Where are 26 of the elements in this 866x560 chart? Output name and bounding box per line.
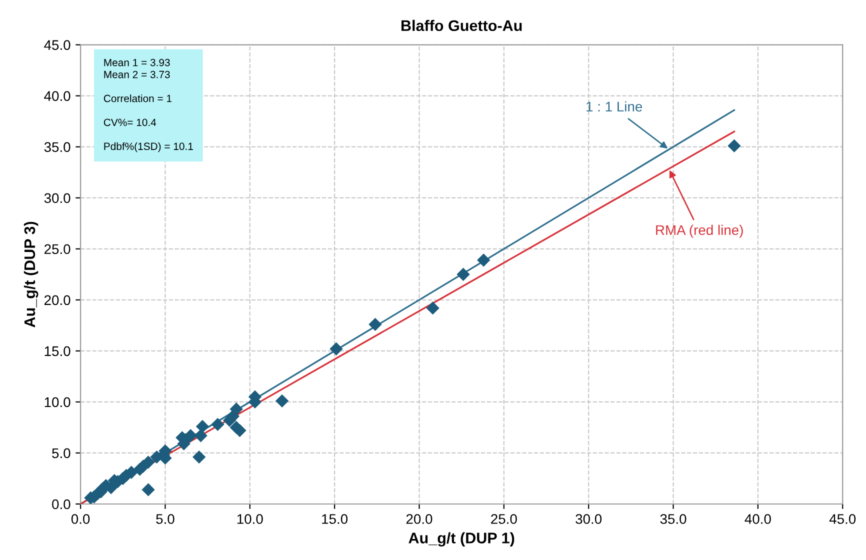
x-tick-label: 5.0 xyxy=(156,514,174,524)
y-tick-label: 35.0 xyxy=(44,142,70,152)
y-tick-label: 40.0 xyxy=(44,91,70,101)
y-tick-label: 45.0 xyxy=(44,40,70,50)
text: 1 : 1 Line xyxy=(586,101,642,112)
x-tick-label: 15.0 xyxy=(322,514,348,524)
y-tick-label: 20.0 xyxy=(44,295,70,306)
y-tick-label: 10.0 xyxy=(44,397,70,408)
x-tick-label: 45.0 xyxy=(829,514,856,524)
x-tick-label: 0.0 xyxy=(71,514,90,524)
x-tick-label: 35.0 xyxy=(660,514,686,524)
y-tick-label: 25.0 xyxy=(44,244,70,254)
y-tick-label: 0.0 xyxy=(52,499,70,510)
x-tick-label: 30.0 xyxy=(576,514,602,524)
text: Mean 1 = 3.93 Mean 2 = 3.73 Correlation = 1 CV%= 10.4 Pdbf%(1SD) = 10.1 xyxy=(104,58,193,152)
y-tick-label: 5.0 xyxy=(52,448,70,458)
text: RMA (red line) xyxy=(656,224,743,238)
chart-title: Blaffo Guetto-Au xyxy=(402,20,522,32)
y-tick-label: 15.0 xyxy=(44,346,70,356)
x-axis-title: Au_g/t (DUP 1) xyxy=(408,532,514,547)
x-tick-label: 10.0 xyxy=(237,514,263,524)
y-axis-title: Au_g/t (DUP 3) xyxy=(24,222,38,328)
x-tick-label: 20.0 xyxy=(406,514,432,524)
x-tick-label: 25.0 xyxy=(491,514,517,524)
y-tick-label: 30.0 xyxy=(44,193,70,204)
x-tick-label: 40.0 xyxy=(744,514,771,524)
